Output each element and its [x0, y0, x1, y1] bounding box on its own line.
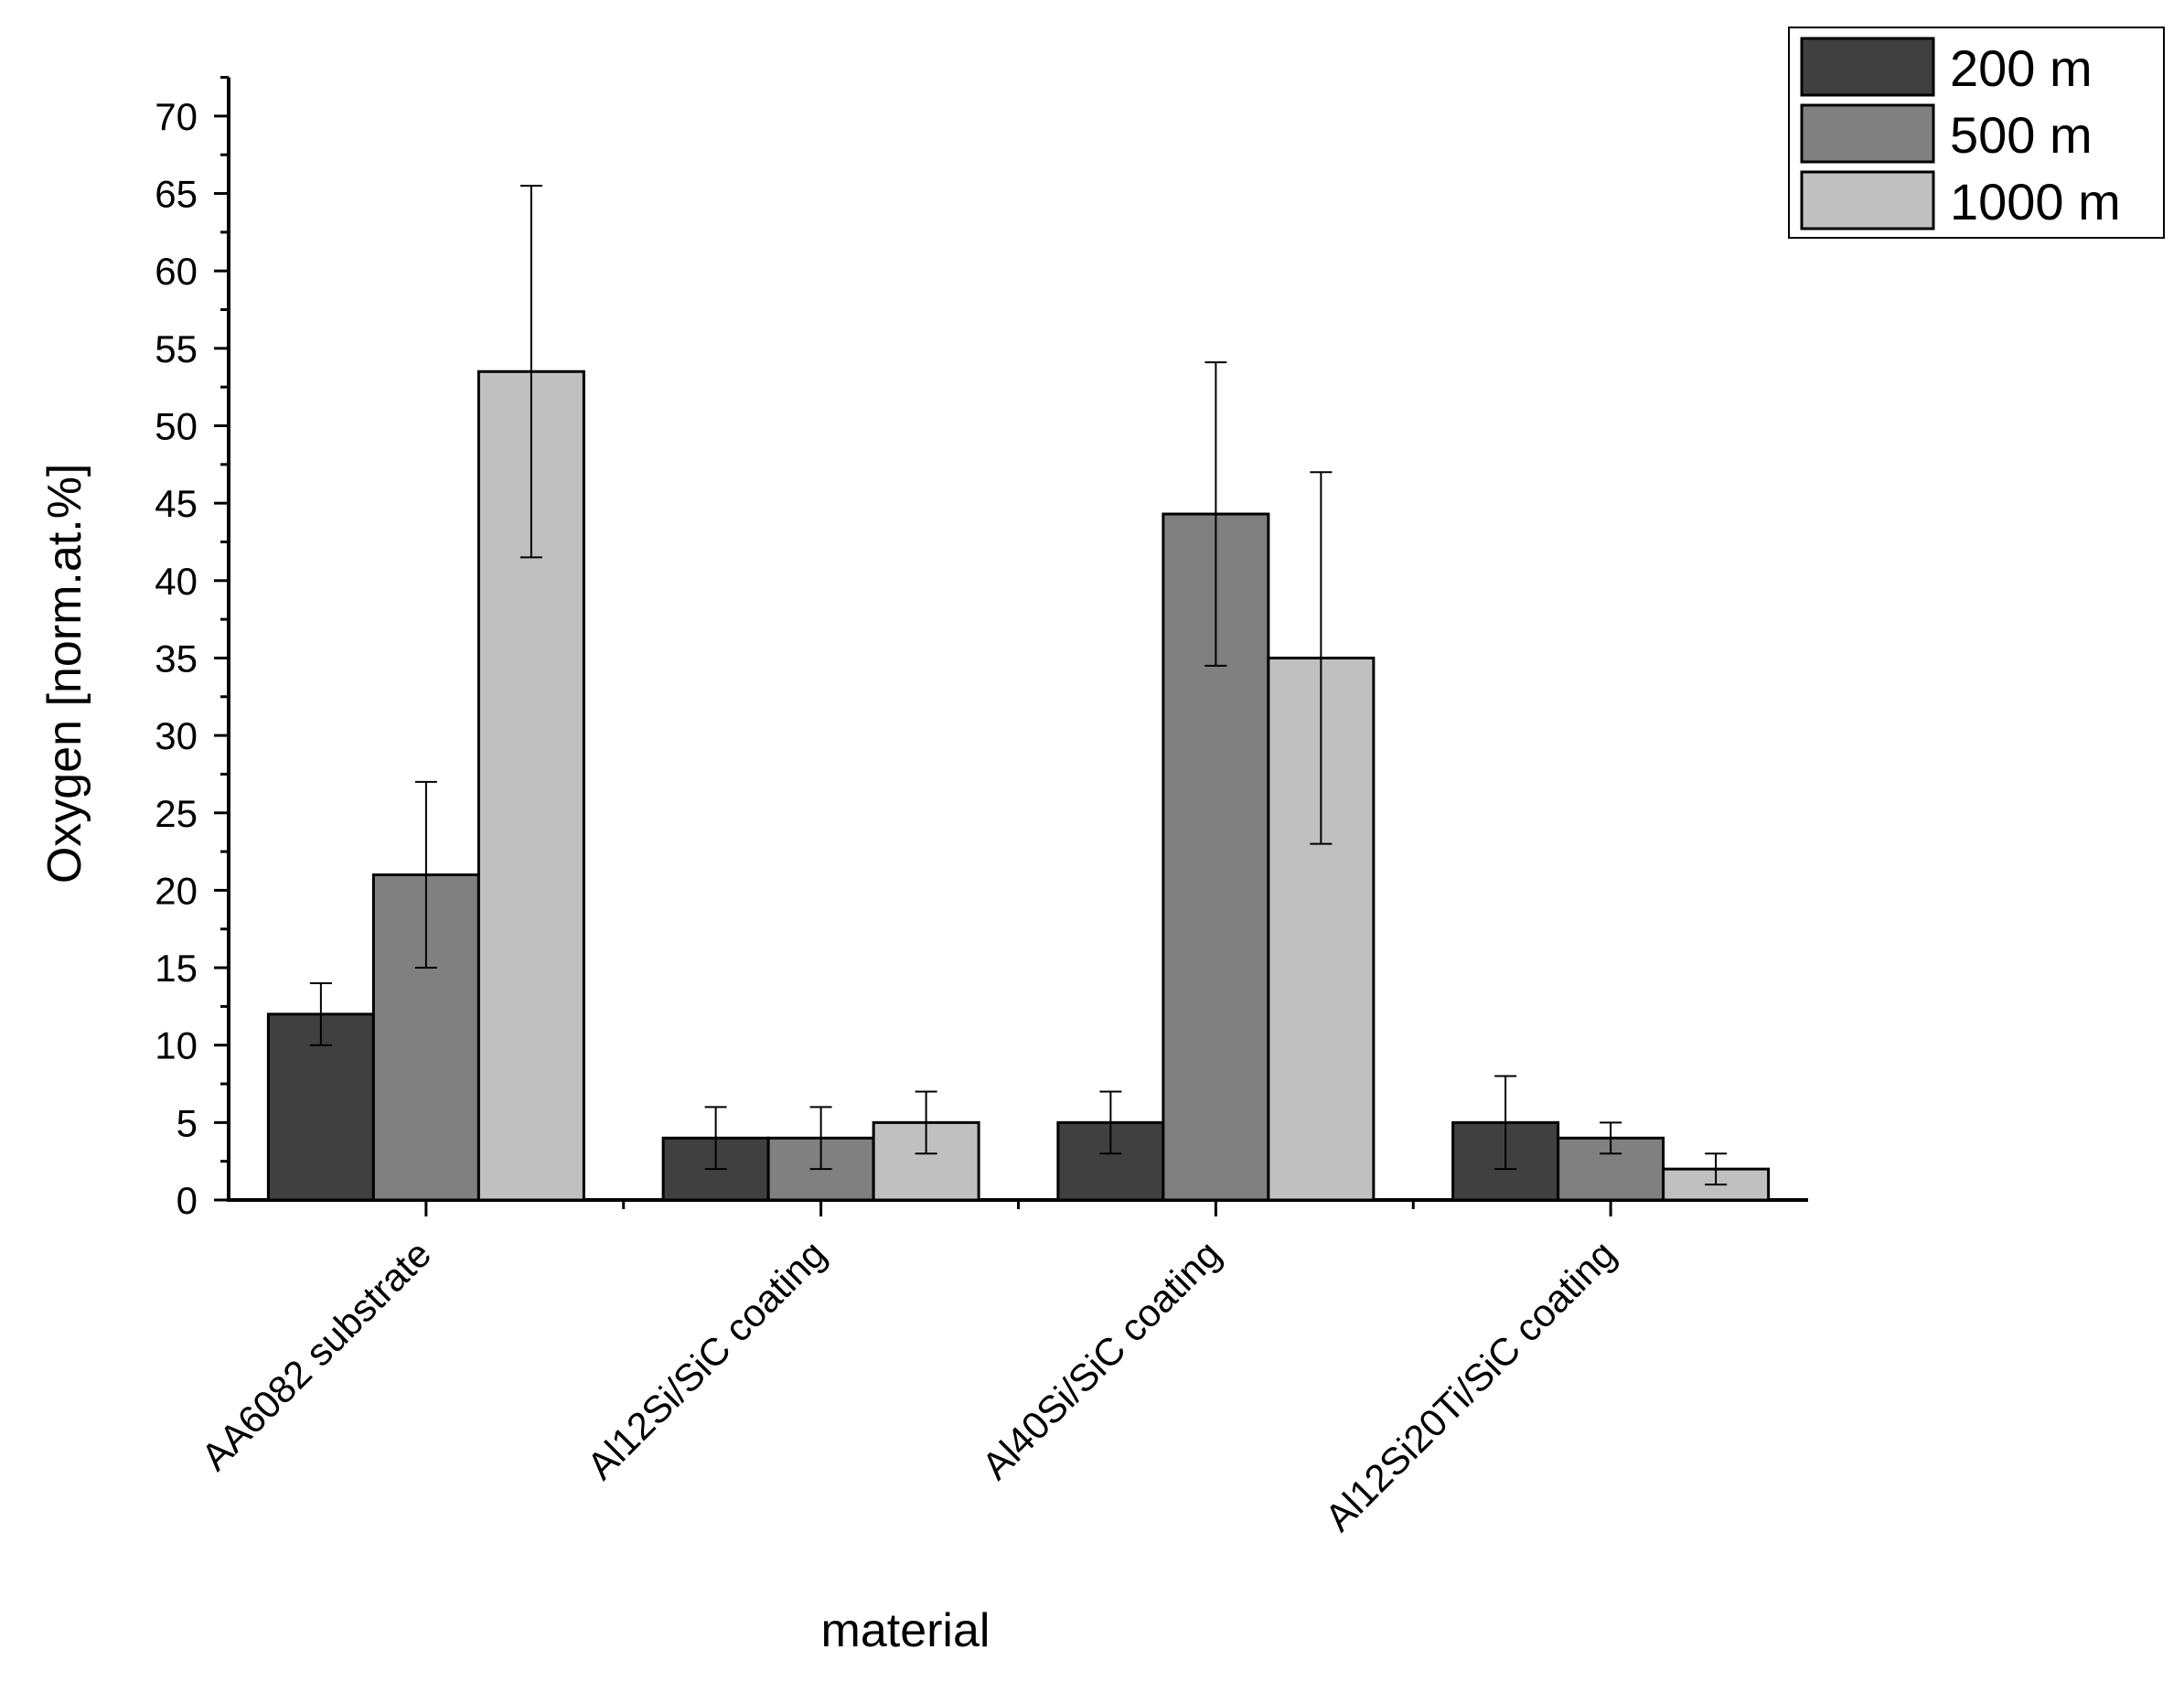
legend: 200 m 500 m 1000 m — [1788, 27, 2165, 239]
y-tick-label: 70 — [155, 95, 198, 138]
y-tick-label: 10 — [155, 1024, 198, 1067]
y-tick-label: 45 — [155, 482, 198, 525]
x-tick-label: Al40Si/SiC coating — [974, 1232, 1229, 1487]
x-tick-label: Al12Si/SiC coating — [579, 1232, 834, 1487]
y-tick-label: 60 — [155, 250, 198, 293]
y-tick-label: 15 — [155, 947, 198, 990]
y-tick-label: 20 — [155, 869, 198, 912]
y-axis-title: Oxygen [norm.at.%] — [38, 464, 91, 884]
legend-swatch — [1800, 37, 1935, 97]
x-tick-label: Al12Si20Ti/SiC coating — [1317, 1232, 1624, 1539]
y-tick-label: 35 — [155, 637, 198, 680]
y-tick-label: 40 — [155, 560, 198, 603]
x-axis-title: material — [821, 1604, 990, 1657]
y-tick-label: 65 — [155, 173, 198, 216]
y-tick-label: 55 — [155, 327, 198, 370]
legend-label: 200 m — [1950, 39, 2093, 97]
y-tick-label: 5 — [177, 1101, 198, 1144]
error-bars — [309, 185, 1728, 1186]
y-ticks: 0 5 10 15 20 25 30 35 40 45 50 55 60 65 70 — [155, 76, 229, 1222]
y-tick-label: 25 — [155, 792, 198, 835]
legend-swatch — [1800, 170, 1935, 230]
bar-500-m — [1162, 512, 1270, 1202]
y-tick-label: 30 — [155, 714, 198, 757]
y-tick-label: 0 — [177, 1179, 198, 1222]
x-ticks: AA6082 substrate Al12Si/SiC coating Al40Si… — [193, 1200, 1624, 1539]
x-tick-label: AA6082 substrate — [193, 1232, 439, 1478]
y-tick-label: 50 — [155, 405, 198, 448]
legend-swatch — [1800, 103, 1935, 164]
legend-label: 1000 m — [1950, 173, 2121, 230]
bars — [266, 370, 1771, 1202]
legend-label: 500 m — [1950, 106, 2093, 164]
